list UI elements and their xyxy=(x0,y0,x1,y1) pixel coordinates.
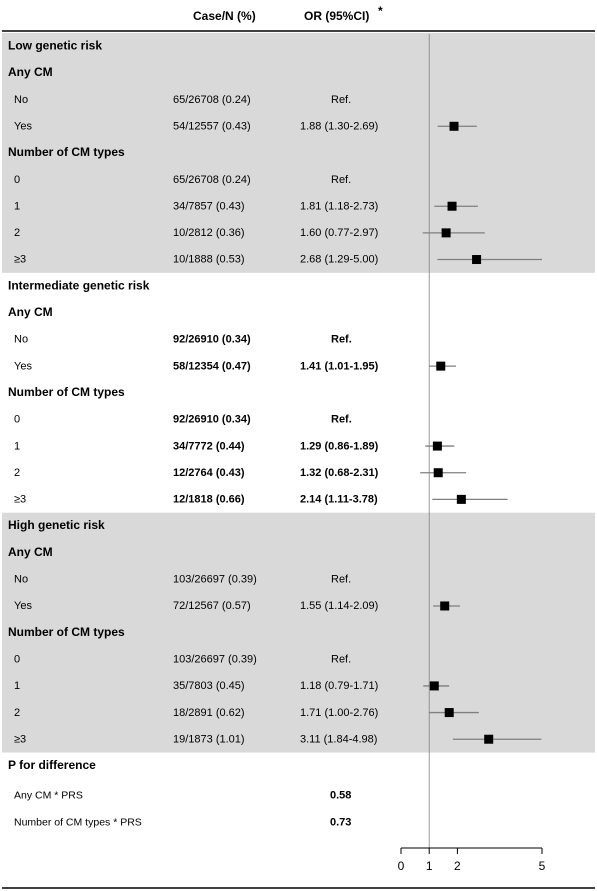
row-case-n: 19/1873 (1.01) xyxy=(173,733,245,745)
row-or-ci: 1.55 (1.14-2.09) xyxy=(300,600,378,612)
row-or-ci: 2.14 (1.11-3.78) xyxy=(300,494,378,506)
or-marker xyxy=(472,255,482,265)
or-marker xyxy=(484,734,494,744)
or-marker xyxy=(432,441,442,451)
row-case-n: 103/26697 (0.39) xyxy=(173,653,257,665)
row-label: Yes xyxy=(14,600,32,612)
forest-marks xyxy=(420,34,542,848)
row-label: 0 xyxy=(14,414,20,426)
or-marker xyxy=(429,681,439,691)
row-label: No xyxy=(14,334,28,346)
section-band xyxy=(2,512,595,753)
row-case-n: 92/26910 (0.34) xyxy=(173,414,251,426)
row-case-n: 12/1818 (0.66) xyxy=(173,494,245,506)
row-or-ci: Ref. xyxy=(331,653,351,665)
row-or-ci: 3.11 (1.84-4.98) xyxy=(300,733,377,745)
section-title: High genetic risk xyxy=(8,518,105,532)
row-label: No xyxy=(14,574,28,586)
or-marker xyxy=(447,201,457,211)
section-title: Low genetic risk xyxy=(8,39,102,53)
row-or-ci: Ref. xyxy=(331,334,352,346)
row-label: Yes xyxy=(14,120,32,132)
row-or-ci: 1.41 (1.01-1.95) xyxy=(300,360,379,372)
row-or-ci: Ref. xyxy=(331,174,351,186)
x-tick-label: 1 xyxy=(426,859,433,873)
row-case-n: 103/26697 (0.39) xyxy=(173,574,257,586)
row-label: No xyxy=(14,94,28,106)
or-marker xyxy=(440,601,450,611)
row-label: 1 xyxy=(14,200,20,212)
row-label: 1 xyxy=(14,440,20,452)
row-label: Yes xyxy=(14,360,32,372)
row-label: 1 xyxy=(14,680,20,692)
or-marker xyxy=(433,468,443,478)
or-marker xyxy=(436,361,446,371)
row-label: ≥3 xyxy=(14,254,26,266)
row-case-n: 18/2891 (0.62) xyxy=(173,707,245,719)
x-axis: 0 1 2 5 xyxy=(398,847,546,873)
row-or-ci: 1.71 (1.00-2.76) xyxy=(300,707,378,719)
row-case-n: 10/2812 (0.36) xyxy=(173,227,245,239)
row-case-n: 92/26910 (0.34) xyxy=(173,334,251,346)
p-section-title: P for difference xyxy=(8,758,96,772)
row-case-n: 65/26708 (0.24) xyxy=(173,94,251,106)
row-case-n: 34/7857 (0.43) xyxy=(173,200,245,212)
row-case-n: 12/2764 (0.43) xyxy=(173,467,245,479)
section-bands xyxy=(2,33,595,753)
row-label: 0 xyxy=(14,174,20,186)
p-row-value: 0.58 xyxy=(330,790,351,802)
group-title: Any CM xyxy=(8,65,53,79)
section-band xyxy=(2,33,595,273)
row-case-n: 54/12557 (0.43) xyxy=(173,120,251,132)
row-label: ≥3 xyxy=(14,733,26,745)
row-case-n: 10/1888 (0.53) xyxy=(173,254,245,266)
x-tick-label: 0 xyxy=(398,859,405,873)
row-or-ci: Ref. xyxy=(331,94,351,106)
p-row-label: Any CM * PRS xyxy=(14,790,83,802)
row-case-n: 72/12567 (0.57) xyxy=(173,600,251,612)
or-marker xyxy=(441,228,451,238)
row-or-ci: 1.29 (0.86-1.89) xyxy=(300,440,379,452)
row-case-n: 34/7772 (0.44) xyxy=(173,440,245,452)
row-or-ci: 1.88 (1.30-2.69) xyxy=(300,120,378,132)
x-tick-label: 2 xyxy=(454,859,461,873)
group-title: Any CM xyxy=(8,545,53,559)
table-rows: Low genetic risk Any CM No 65/26708 (0.24) R… xyxy=(8,39,379,829)
group-title: Any CM xyxy=(8,305,53,319)
or-marker xyxy=(456,494,466,504)
row-label: ≥3 xyxy=(14,494,26,506)
x-tick-label: 5 xyxy=(539,859,546,873)
or-marker xyxy=(444,708,454,718)
header-or-footnote-mark: * xyxy=(378,4,383,18)
row-label: 2 xyxy=(14,467,20,479)
header-or-ci: OR (95%CI) xyxy=(304,9,369,23)
group-title: Number of CM types xyxy=(8,385,125,399)
row-or-ci: 1.81 (1.18-2.73) xyxy=(300,200,378,212)
row-or-ci: Ref. xyxy=(331,414,352,426)
row-label: 2 xyxy=(14,227,20,239)
header-case-n: Case/N (%) xyxy=(193,9,256,23)
row-case-n: 35/7803 (0.45) xyxy=(173,680,245,692)
section-title: Intermediate genetic risk xyxy=(8,278,150,292)
row-case-n: 58/12354 (0.47) xyxy=(173,360,251,372)
row-label: 2 xyxy=(14,707,20,719)
row-case-n: 65/26708 (0.24) xyxy=(173,174,251,186)
group-title: Number of CM types xyxy=(8,625,125,639)
row-or-ci: 1.18 (0.79-1.71) xyxy=(300,680,378,692)
group-title: Number of CM types xyxy=(8,145,125,159)
row-label: 0 xyxy=(14,653,20,665)
p-row-value: 0.73 xyxy=(330,816,351,828)
row-or-ci: 1.60 (0.77-2.97) xyxy=(300,227,378,239)
row-or-ci: 1.32 (0.68-2.31) xyxy=(300,467,379,479)
p-row-label: Number of CM types * PRS xyxy=(14,816,142,828)
row-or-ci: Ref. xyxy=(331,574,351,586)
row-or-ci: 2.68 (1.29-5.00) xyxy=(300,254,378,266)
or-marker xyxy=(449,121,459,131)
